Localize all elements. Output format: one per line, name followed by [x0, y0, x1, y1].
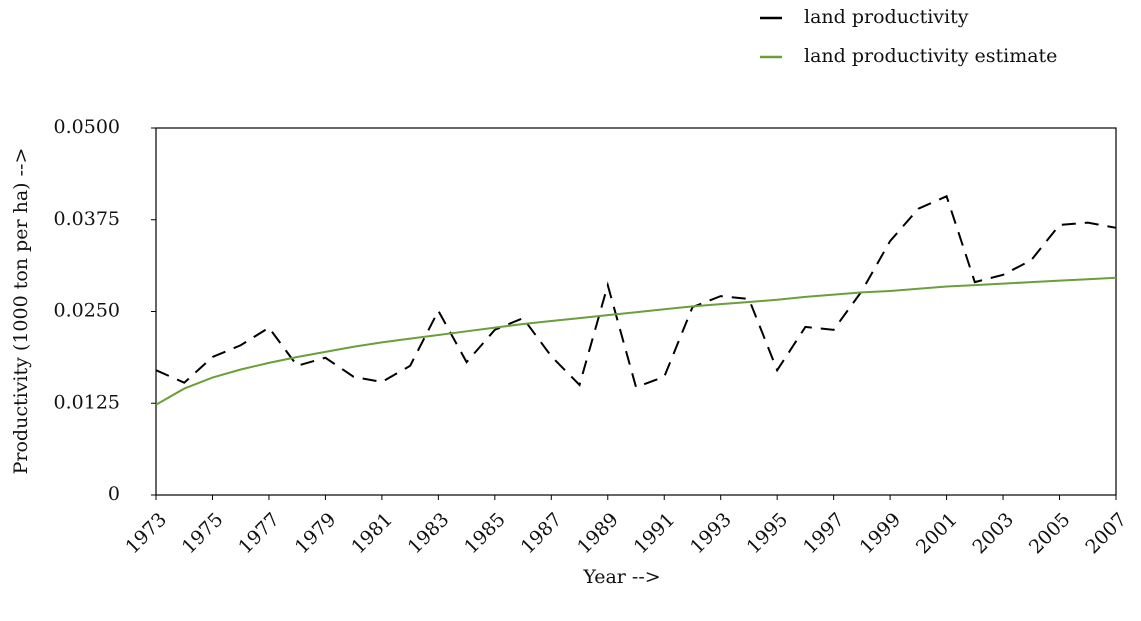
x-tick-label: 1979 — [291, 509, 341, 559]
x-tick-label: 1999 — [855, 509, 905, 559]
x-tick-label: 1975 — [178, 509, 228, 559]
y-tick-label: 0.0500 — [54, 116, 120, 138]
x-tick-label: 1989 — [573, 509, 623, 559]
y-tick-label: 0.0375 — [54, 208, 120, 230]
y-tick-label: 0.0250 — [54, 300, 120, 322]
series-line — [155, 194, 1117, 389]
legend-label: land productivity — [804, 6, 969, 28]
x-tick-label: 1997 — [799, 509, 849, 559]
x-tick-label: 2007 — [1081, 509, 1131, 559]
x-tick-label: 1993 — [686, 509, 736, 559]
x-tick-label: 1995 — [742, 509, 792, 559]
x-axis-label: Year --> — [582, 566, 660, 588]
x-tick-label: 2003 — [968, 509, 1018, 559]
x-tick-label: 1991 — [630, 509, 680, 559]
y-axis-label: Productivity (1000 ton per ha) --> — [10, 148, 32, 475]
x-tick-label: 2001 — [912, 509, 962, 559]
x-tick-label: 2005 — [1025, 509, 1075, 559]
y-tick-label: 0 — [108, 483, 120, 505]
legend-label: land productivity estimate — [804, 45, 1057, 67]
series-line — [155, 276, 1117, 406]
x-tick-label: 1973 — [121, 509, 171, 559]
x-tick-label: 1981 — [347, 509, 397, 559]
y-tick-label: 0.0125 — [54, 391, 120, 413]
x-tick-label: 1985 — [460, 509, 510, 559]
x-tick-label: 1983 — [404, 509, 454, 559]
x-tick-label: 1987 — [517, 509, 567, 559]
x-tick-label: 1977 — [234, 509, 284, 559]
